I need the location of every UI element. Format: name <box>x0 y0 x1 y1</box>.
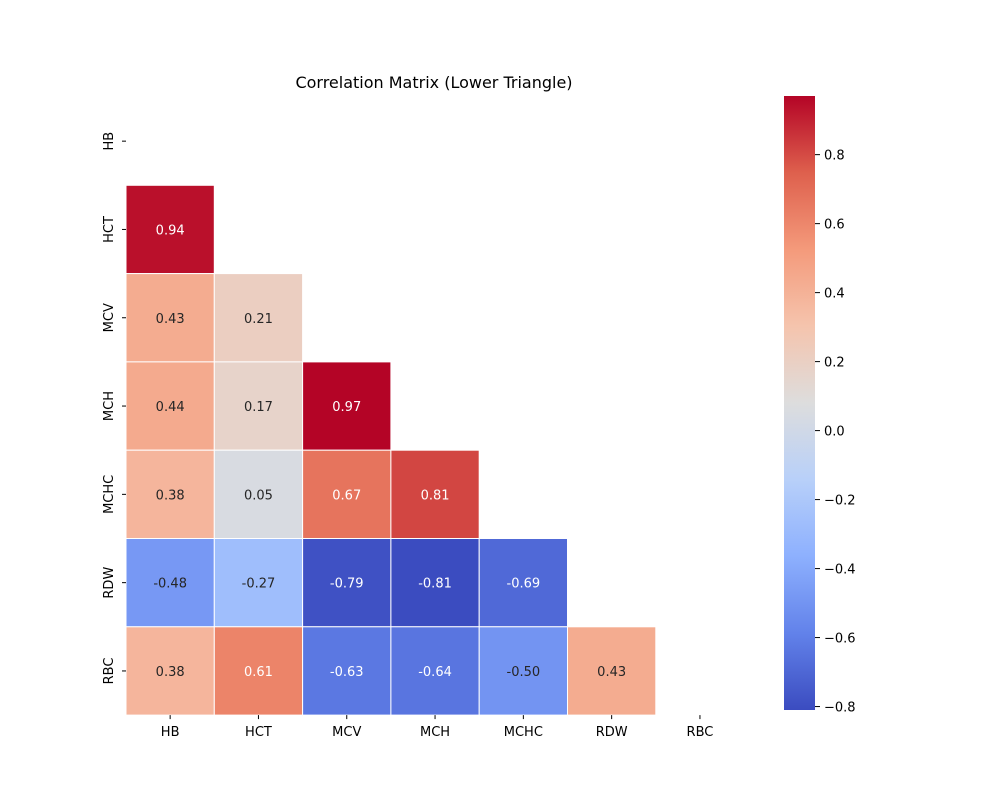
x-tick-label: HCT <box>245 725 272 740</box>
heatmap-cell <box>390 449 480 540</box>
x-tick-label: MCV <box>332 725 361 740</box>
cell-annotation: -0.79 <box>330 577 364 592</box>
cell-annotation: -0.27 <box>242 577 276 592</box>
colorbar-tick-label: −0.8 <box>824 701 856 716</box>
chart-title: Correlation Matrix (Lower Triangle) <box>295 73 572 92</box>
heatmap-cells: 0.94 0.43 0.21 0.44 0.17 0.97 0.38 0.05 0.67 0.81… <box>125 184 657 716</box>
cell-annotation: 0.05 <box>244 488 273 503</box>
cell-annotation: 0.17 <box>244 400 273 415</box>
x-axis: HB HCT MCV MCH MCHC RDW RBC <box>161 715 714 740</box>
colorbar-ticks: 0.8 0.6 0.4 0.2 0.0 −0.2 −0.4 −0.6 −0.8 <box>815 149 856 716</box>
y-axis: HB HCT MCV MCH MCHC RDW RBC <box>102 132 126 685</box>
y-tick-label: MCHC <box>102 475 117 514</box>
cell-annotation: 0.61 <box>244 665 273 680</box>
heatmap-cell <box>302 626 392 716</box>
y-tick-label: HB <box>102 132 117 151</box>
colorbar-tick-label: −0.2 <box>824 494 856 509</box>
y-tick-label: RBC <box>102 658 117 685</box>
y-tick-label: RDW <box>102 567 117 599</box>
cell-annotation: 0.38 <box>156 665 185 680</box>
colorbar-tick-label: −0.4 <box>824 563 856 578</box>
heatmap-cell <box>213 449 304 540</box>
heatmap-cell <box>125 273 215 363</box>
cell-annotation: 0.21 <box>244 312 273 327</box>
colorbar: 0.8 0.6 0.4 0.2 0.0 −0.2 −0.4 −0.6 −0.8 <box>784 96 856 716</box>
colorbar-tick-label: 0.6 <box>824 218 845 233</box>
heatmap-cell <box>213 273 304 363</box>
colorbar-tick-label: 0.2 <box>824 356 845 371</box>
cell-annotation: 0.81 <box>421 488 450 503</box>
heatmap-cell <box>567 626 657 716</box>
cell-annotation: -0.63 <box>330 665 364 680</box>
cell-annotation: -0.69 <box>507 577 541 592</box>
colorbar-tick-label: 0.0 <box>824 425 845 440</box>
heatmap-cell <box>213 626 304 716</box>
colorbar-tick-label: −0.6 <box>824 632 856 647</box>
cell-annotation: -0.64 <box>418 665 452 680</box>
cell-annotation: 0.43 <box>156 312 185 327</box>
cell-annotation: 0.44 <box>156 400 185 415</box>
y-tick-label: MCH <box>102 391 117 421</box>
heatmap-cell <box>390 538 480 628</box>
cell-annotation: 0.97 <box>332 400 361 415</box>
cell-annotation: 0.94 <box>156 223 185 238</box>
heatmap-cell <box>125 184 215 275</box>
heatmap-cell <box>302 361 392 451</box>
colorbar-tick-label: 0.8 <box>824 149 845 164</box>
heatmap-cell <box>478 538 569 628</box>
x-tick-label: RDW <box>596 725 628 740</box>
heatmap-cell <box>125 361 215 451</box>
cell-annotation: 0.43 <box>597 665 626 680</box>
y-tick-label: MCV <box>102 303 117 332</box>
y-tick-label: HCT <box>102 216 117 243</box>
cell-annotation: -0.48 <box>153 577 187 592</box>
heatmap-cell <box>213 361 304 451</box>
x-tick-label: MCHC <box>504 725 543 740</box>
heatmap-cell <box>213 538 304 628</box>
colorbar-tick-label: 0.4 <box>824 287 845 302</box>
x-tick-label: HB <box>161 725 180 740</box>
heatmap-cell <box>390 626 480 716</box>
heatmap-cell <box>302 538 392 628</box>
x-tick-label: MCH <box>420 725 450 740</box>
cell-annotation: 0.38 <box>156 488 185 503</box>
cell-annotation: -0.81 <box>418 577 452 592</box>
cell-annotation: -0.50 <box>507 665 541 680</box>
cell-annotation: 0.67 <box>332 488 361 503</box>
heatmap-cell <box>478 626 569 716</box>
x-tick-label: RBC <box>687 725 714 740</box>
colorbar-gradient <box>784 96 815 710</box>
